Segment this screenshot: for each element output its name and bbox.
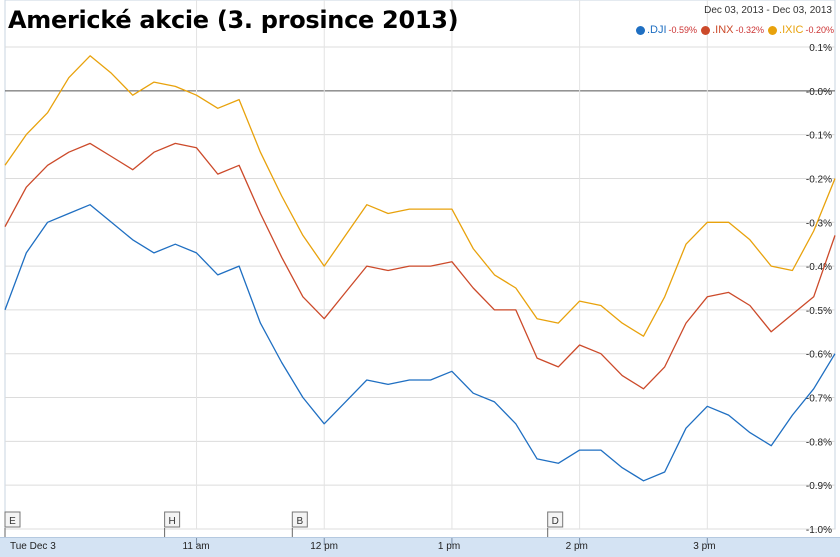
date-range[interactable]: Dec 03, 2013 - Dec 03, 2013 bbox=[704, 5, 832, 16]
legend-change: -0.59% bbox=[668, 25, 698, 35]
legend-name: .IXIC bbox=[779, 24, 804, 36]
event-flag-label: H bbox=[168, 516, 175, 527]
event-flag-box bbox=[164, 511, 181, 528]
y-tick-label: -0.2% bbox=[806, 174, 832, 185]
y-tick-label: 0.1% bbox=[809, 43, 832, 54]
legend-dot-icon bbox=[701, 25, 711, 35]
y-tick-label: -0.9% bbox=[806, 481, 832, 492]
event-flag-box bbox=[291, 511, 308, 528]
y-tick-label: -0.1% bbox=[806, 131, 832, 142]
event-flag-box bbox=[4, 511, 21, 528]
legend-item-dji[interactable]: .DJI -0.59% bbox=[635, 24, 698, 36]
event-flag-label: E bbox=[9, 516, 16, 527]
event-flag-label: D bbox=[552, 516, 559, 527]
legend: .DJI -0.59% .INX -0.32% .IXIC -0.20% bbox=[635, 24, 834, 36]
series-line-dji[interactable] bbox=[4, 204, 836, 482]
event-flag-b[interactable]: B bbox=[291, 511, 308, 538]
y-tick-label: -0.4% bbox=[806, 262, 832, 273]
legend-item-ixic[interactable]: .IXIC -0.20% bbox=[768, 24, 834, 36]
y-tick-label: -0.7% bbox=[806, 394, 832, 405]
event-flag-label: B bbox=[296, 516, 303, 527]
event-flag-d[interactable]: D bbox=[547, 511, 564, 538]
legend-change: -0.20% bbox=[805, 25, 834, 35]
legend-name: .INX bbox=[712, 24, 734, 36]
y-tick-label: -1.0% bbox=[806, 525, 832, 536]
event-flag-h[interactable]: H bbox=[164, 511, 181, 538]
y-tick-label: -0.3% bbox=[806, 218, 832, 229]
legend-dot-icon bbox=[768, 25, 778, 35]
series-line-inx[interactable] bbox=[4, 142, 836, 390]
legend-change: -0.32% bbox=[735, 25, 765, 35]
plot-area bbox=[4, 0, 836, 530]
legend-dot-icon bbox=[635, 25, 645, 35]
y-tick-label: -0.5% bbox=[806, 306, 832, 317]
event-flag-box bbox=[547, 511, 564, 528]
legend-item-inx[interactable]: .INX -0.32% bbox=[701, 24, 764, 36]
x-axis-band bbox=[0, 537, 840, 557]
legend-name: .DJI bbox=[646, 24, 667, 36]
event-flag-e[interactable]: E bbox=[4, 511, 21, 538]
series-line-ixic[interactable] bbox=[4, 55, 836, 337]
chart-title: Americké akcie (3. prosince 2013) bbox=[8, 6, 459, 34]
y-tick-label: -0.6% bbox=[806, 350, 832, 361]
y-tick-label: -0.0% bbox=[806, 87, 832, 98]
y-tick-label: -0.8% bbox=[806, 437, 832, 448]
